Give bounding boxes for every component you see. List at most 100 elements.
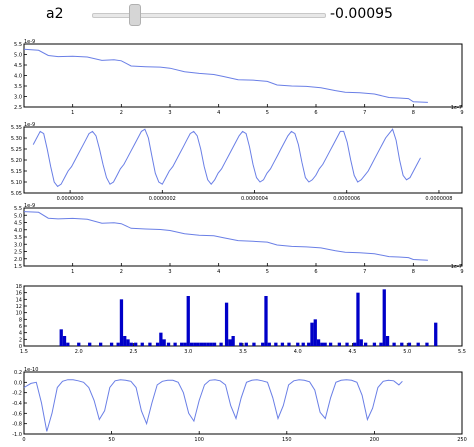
x-tick-label: 2: [120, 269, 123, 275]
y-tick-label: 5.25: [11, 147, 22, 153]
histogram-bar: [224, 302, 229, 346]
histogram-bar: [323, 342, 327, 346]
y-tick-label: 3.0: [14, 95, 22, 101]
x-tick-label: 2: [120, 110, 123, 116]
histogram-bar: [148, 342, 152, 346]
x-tick-label: 6: [314, 269, 317, 275]
histogram-bar: [239, 342, 243, 346]
y-tick-label: 0.0: [14, 380, 22, 386]
histogram-bar: [425, 342, 429, 346]
y-tick-label: 5.35: [11, 125, 22, 131]
histogram-bar: [416, 342, 420, 346]
x-tick-label: 0: [22, 437, 25, 443]
x-tick-label: 250: [457, 437, 467, 443]
histogram-bar: [328, 342, 333, 346]
y-tick-label: 5.10: [11, 180, 22, 186]
y-tick-label: 2.0: [14, 257, 22, 263]
histogram-bar: [320, 342, 324, 346]
x-offset-label: 1e-7: [451, 105, 462, 111]
x-tick-label: 100: [194, 437, 204, 443]
y-tick-label: 3.0: [14, 242, 22, 248]
axes-frame: [23, 371, 463, 435]
histogram-bar: [261, 342, 265, 346]
x-tick-label: 9: [460, 269, 463, 275]
histogram-bar: [166, 342, 171, 346]
y-tick-label: 4.5: [14, 221, 22, 227]
histogram-bar: [206, 342, 210, 346]
x-tick-label: 3: [168, 269, 171, 275]
histogram-bar: [59, 329, 63, 346]
histogram-bar: [209, 342, 213, 346]
histogram-bar: [359, 339, 363, 346]
x-tick-label: 50: [108, 437, 114, 443]
series-line: [23, 48, 428, 103]
y-tick-label: 2.5: [14, 105, 22, 111]
slider-handle[interactable]: [129, 4, 141, 26]
y-offset-label: 1e-9: [24, 203, 35, 209]
y-tick-label: 5.05: [11, 191, 22, 197]
histogram-bar: [134, 342, 138, 346]
x-tick-label: 2.5: [130, 349, 138, 355]
y-tick-label: 4.0: [14, 228, 22, 234]
histogram-bar: [316, 339, 321, 346]
x-tick-label: 5: [266, 110, 269, 116]
y-tick-label: 6: [19, 324, 22, 330]
x-tick-label: 4: [217, 110, 220, 116]
y-tick-label: 1.5: [14, 264, 22, 270]
x-offset-label: 1e-7: [451, 264, 462, 270]
y-tick-label: 0.2: [14, 370, 22, 376]
series-line: [32, 128, 421, 188]
y-tick-label: 4: [19, 331, 22, 337]
histogram-bar: [313, 319, 317, 346]
y-tick-label: 18: [16, 284, 22, 290]
histogram-bar: [267, 342, 271, 346]
x-tick-label: 7: [363, 269, 366, 275]
histogram-bar: [116, 342, 120, 346]
y-tick-label: 4.5: [14, 63, 22, 69]
plot-1-axes: 2.5 3.0 3.5 4.0 4.5 5.0 5.5 1 2 3 4 5 6 7 8 9 1e-9 1e-7: [14, 39, 464, 116]
histogram-bar: [280, 342, 285, 346]
histogram-bar: [228, 339, 232, 346]
x-tick-label: 8: [412, 269, 415, 275]
histogram-bar: [159, 332, 163, 346]
y-offset-label: 1e-9: [24, 122, 35, 128]
x-tick-label: 0.0000000: [57, 196, 84, 202]
histogram-bar: [119, 299, 124, 346]
histogram-bar: [129, 342, 133, 346]
y-offset-label: 1e-9: [24, 39, 35, 45]
x-tick-label: 4.0: [294, 349, 302, 355]
histogram-bar: [400, 342, 404, 346]
y-tick-label: -0.2: [12, 391, 22, 397]
y-tick-label: -0.6: [12, 411, 22, 417]
histogram-bar: [407, 342, 412, 346]
histogram-bar: [162, 339, 166, 346]
histogram-bar: [379, 342, 383, 346]
histogram-bar: [199, 342, 204, 346]
y-tick-label: 4.0: [14, 74, 22, 80]
plot-3-axes: 1.52.02.5 3.03.54.04.5 5.05.5 1 2 3 4 5 6 7 8 9 1e-9…: [14, 203, 464, 275]
x-tick-label: 5: [266, 269, 269, 275]
x-tick-label: 1: [71, 269, 74, 275]
histogram-bar: [88, 342, 92, 346]
histogram-bar: [196, 342, 200, 346]
axes-frame: [23, 126, 463, 194]
histogram-bar: [203, 342, 207, 346]
x-tick-label: 0.0000008: [425, 196, 452, 202]
histogram-bar: [296, 342, 300, 346]
x-tick-label: 2.0: [75, 349, 83, 355]
y-tick-label: 14: [16, 297, 22, 303]
y-offset-label: 1e-10: [24, 367, 38, 373]
histogram-bar: [99, 342, 103, 346]
y-tick-label: 5.20: [11, 158, 22, 164]
histogram-bar: [252, 342, 256, 346]
x-tick-label: 9: [460, 110, 463, 116]
histogram-bar: [345, 342, 349, 346]
histogram-bar: [219, 342, 223, 346]
slider-value: -0.00095: [330, 6, 393, 22]
y-tick-label: 16: [16, 291, 22, 297]
histogram-bar: [301, 342, 305, 346]
slider-track[interactable]: [92, 13, 326, 18]
y-tick-label: 5.15: [11, 169, 22, 175]
